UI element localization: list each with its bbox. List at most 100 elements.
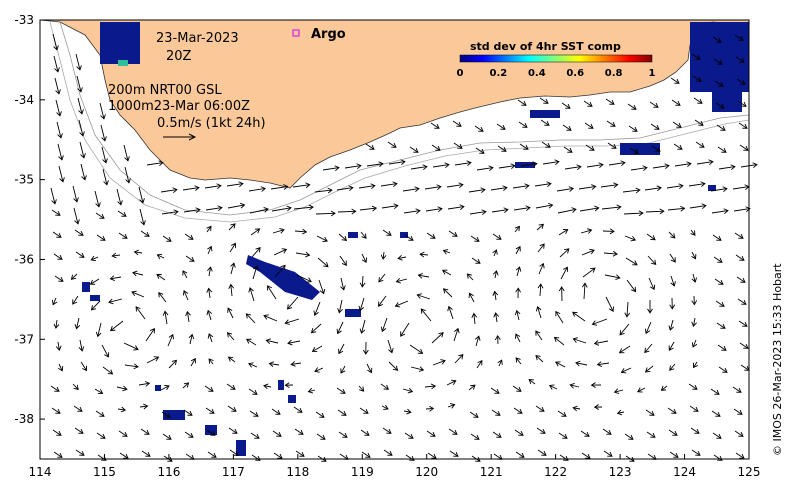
current-arrow: [517, 99, 527, 106]
current-arrow: [447, 206, 465, 210]
current-arrow-head: [452, 231, 458, 237]
current-arrow-head: [492, 249, 498, 255]
current-arrow-head: [51, 199, 57, 205]
current-arrow: [117, 408, 126, 411]
current-arrow: [495, 312, 498, 323]
current-arrow: [715, 300, 725, 307]
current-arrow-head: [340, 388, 346, 394]
current-arrow-head: [102, 158, 108, 164]
current-arrow-head: [619, 330, 625, 336]
current-arrow-head: [454, 327, 460, 334]
current-arrow-head: [528, 378, 534, 385]
current-arrow: [557, 410, 567, 417]
current-arrow-head: [722, 367, 728, 373]
current-arrow-head: [133, 249, 140, 256]
current-arrow: [206, 429, 216, 436]
current-arrow-head: [519, 452, 525, 458]
current-arrow-head: [122, 385, 128, 392]
current-arrow: [161, 211, 179, 215]
current-arrow: [387, 141, 397, 148]
colorbar-tick-label: 1: [649, 68, 656, 79]
current-arrow-head: [610, 121, 616, 127]
current-arrow-head: [158, 160, 164, 167]
current-arrow-head: [718, 279, 724, 285]
current-arrow-head: [453, 451, 459, 457]
current-arrow: [528, 379, 536, 385]
current-arrow: [572, 311, 586, 322]
current-arrow-head: [149, 327, 155, 334]
current-arrow-head: [543, 98, 549, 104]
current-arrow: [667, 207, 685, 211]
current-arrow-head: [721, 345, 727, 351]
current-arrow: [648, 277, 655, 290]
current-arrow-head: [535, 305, 542, 312]
current-arrow: [77, 97, 83, 114]
current-arrow: [378, 273, 386, 283]
current-arrow-head: [477, 359, 483, 366]
current-arrow-head: [419, 251, 425, 258]
current-arrow: [139, 208, 145, 225]
current-arrow-head: [207, 266, 213, 272]
current-arrow-head: [669, 304, 676, 310]
current-arrow: [227, 204, 245, 209]
current-arrow: [469, 293, 475, 303]
current-arrow-head: [609, 228, 615, 235]
current-arrow-head: [515, 333, 521, 339]
current-arrow-head: [742, 123, 748, 129]
current-arrow-head: [716, 235, 722, 241]
current-arrow-head: [311, 347, 318, 353]
current-arrow-head: [563, 266, 569, 272]
current-arrow-head: [358, 305, 365, 312]
current-arrow: [737, 298, 747, 305]
current-arrow: [160, 385, 170, 391]
current-arrow: [184, 233, 194, 240]
current-arrow: [669, 451, 679, 458]
current-arrow-head: [719, 301, 725, 307]
current-arrow: [226, 183, 244, 187]
current-arrow: [96, 234, 106, 241]
current-arrow-head: [678, 183, 684, 190]
current-arrow-head: [392, 365, 399, 371]
current-arrow-head: [208, 358, 214, 364]
current-arrow-head: [90, 305, 97, 311]
current-arrow-head: [675, 100, 681, 106]
current-arrow: [594, 340, 609, 345]
current-arrow-head: [82, 365, 88, 372]
current-arrow-head: [72, 299, 78, 305]
current-arrow: [713, 256, 723, 263]
current-arrow: [645, 321, 652, 334]
current-arrow-head: [125, 178, 131, 184]
current-arrow-head: [73, 197, 79, 203]
current-arrow: [52, 297, 57, 305]
current-arrow-head: [158, 292, 164, 298]
current-arrow-head: [718, 81, 724, 87]
current-arrow-head: [101, 136, 107, 142]
current-arrow: [424, 186, 442, 190]
current-arrow: [447, 404, 455, 408]
current-arrow: [229, 243, 236, 253]
current-arrow-head: [594, 205, 600, 212]
current-arrow-head: [183, 382, 190, 388]
current-arrow-head: [156, 253, 163, 260]
current-arrow: [733, 408, 743, 415]
current-arrow-head: [495, 410, 501, 416]
current-arrow-head: [642, 165, 648, 172]
current-arrow-head: [144, 381, 151, 387]
current-arrow-head: [365, 452, 371, 458]
current-arrow-head: [392, 181, 398, 188]
current-arrow: [227, 405, 237, 412]
current-arrow-head: [281, 248, 288, 254]
current-arrow-head: [407, 387, 414, 394]
current-arrow-head: [254, 433, 260, 439]
current-arrow: [246, 313, 256, 324]
current-arrow-head: [78, 346, 85, 352]
current-arrow: [160, 189, 178, 193]
current-arrow: [76, 75, 82, 92]
current-arrow-head: [341, 235, 348, 242]
current-arrow-head: [380, 326, 387, 333]
current-arrow-head: [226, 332, 233, 338]
current-arrow-head: [644, 347, 650, 354]
current-arrow: [427, 452, 437, 459]
current-arrow-head: [313, 310, 319, 316]
current-arrow: [513, 407, 523, 414]
